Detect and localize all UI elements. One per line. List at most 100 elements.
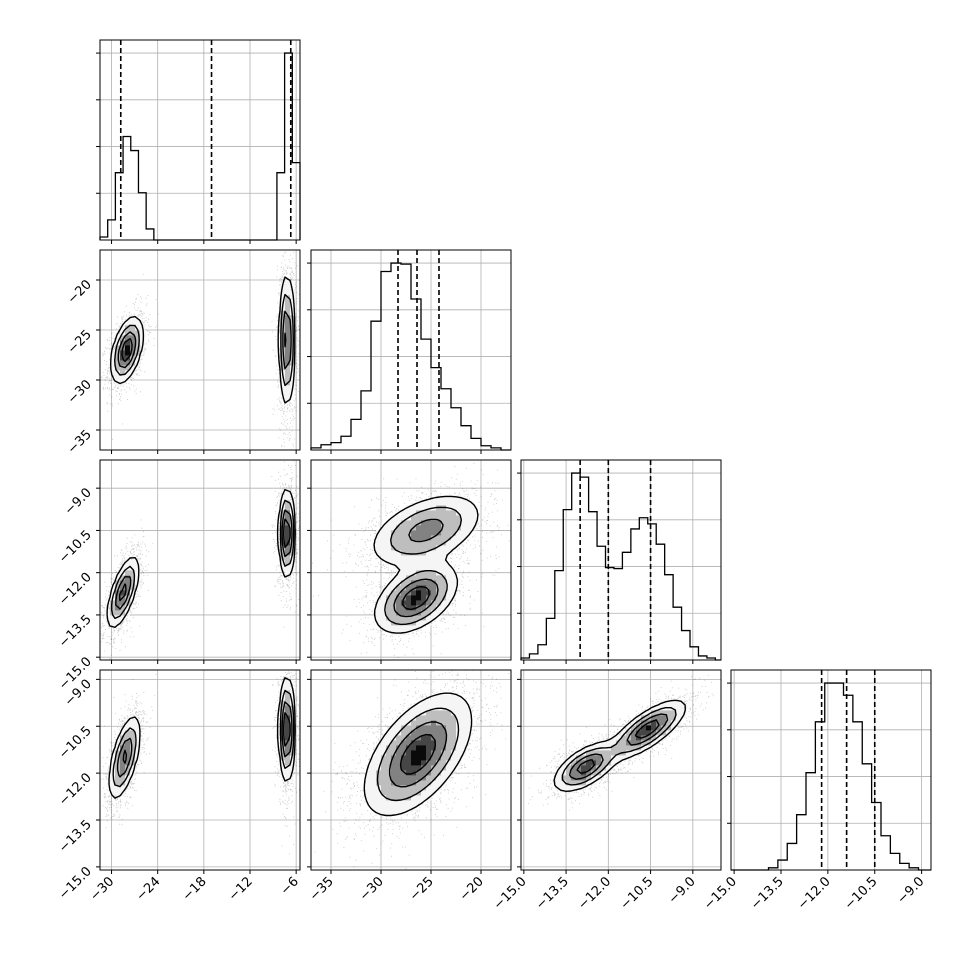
density-cell: [426, 615, 432, 621]
density-cell: [411, 590, 417, 596]
density-cell: [466, 530, 472, 536]
density-cell: [416, 745, 422, 751]
density-cell: [451, 570, 457, 576]
density-cell: [591, 750, 597, 756]
density-cell: [391, 740, 397, 746]
density-cell: [381, 610, 387, 616]
density-contour: [576, 719, 660, 774]
density-cell: [451, 500, 457, 506]
density-cell: [431, 510, 437, 516]
density-cell: [471, 520, 477, 526]
density-cell: [651, 730, 657, 736]
density-cell: [436, 715, 442, 721]
density-cell: [120, 615, 126, 621]
x-tick-label: −9.0: [666, 874, 699, 907]
density-cell: [411, 750, 417, 756]
density-cell: [406, 710, 412, 716]
density-cell: [130, 345, 136, 351]
density-cell: [576, 775, 582, 781]
density-cell: [441, 545, 447, 551]
density-cell: [115, 785, 121, 791]
density-cell: [401, 765, 407, 771]
density-cell: [411, 615, 417, 621]
density-cell: [436, 580, 442, 586]
density-cell: [285, 350, 291, 356]
density-cell: [416, 740, 422, 746]
density-cell: [285, 550, 291, 556]
density-cell: [280, 690, 286, 696]
density-cell: [396, 605, 402, 611]
density-cell: [461, 745, 467, 751]
density-cell: [396, 530, 402, 536]
density-cell: [406, 535, 412, 541]
density-cell: [401, 515, 407, 521]
density-cell: [411, 725, 417, 731]
y-tick-label: −10.5: [56, 528, 95, 567]
density-cell: [386, 625, 392, 631]
density-cell: [446, 710, 452, 716]
density-cell: [431, 525, 437, 531]
density-contour: [553, 699, 686, 792]
density-cell: [416, 595, 422, 601]
density-cell: [406, 580, 412, 586]
density-cell: [386, 610, 392, 616]
density-cell: [431, 605, 437, 611]
density-cell: [456, 710, 462, 716]
density-cell: [290, 730, 296, 736]
density-cell: [656, 730, 662, 736]
density-cell: [120, 375, 126, 381]
density-cell: [436, 595, 442, 601]
density-cell: [366, 790, 372, 796]
density-cell: [441, 530, 447, 536]
density-cell: [591, 765, 597, 771]
density-cell: [436, 780, 442, 786]
density-cell: [641, 725, 647, 731]
density-cell: [135, 575, 141, 581]
density-contour: [111, 499, 295, 619]
density-cell: [426, 565, 432, 571]
density-cell: [456, 745, 462, 751]
density-cell: [431, 695, 437, 701]
density-cell: [130, 575, 136, 581]
density-cell: [125, 580, 131, 586]
panel-content: [311, 670, 511, 870]
density-cell: [421, 725, 427, 731]
density-cell: [130, 335, 136, 341]
density-cell: [280, 290, 286, 296]
density-cell: [125, 585, 131, 591]
density-cell: [406, 740, 412, 746]
density-cell: [125, 740, 131, 746]
density-cell: [125, 725, 131, 731]
density-cell: [376, 760, 382, 766]
density-cell: [426, 760, 432, 766]
density-cell: [436, 535, 442, 541]
density-cell: [396, 740, 402, 746]
density-cell: [110, 785, 116, 791]
density-cell: [280, 560, 286, 566]
density-cell: [441, 605, 447, 611]
density-cell: [431, 565, 437, 571]
panel-frame: [99, 249, 301, 451]
density-cell: [125, 605, 131, 611]
density-cell: [411, 515, 417, 521]
density-cell: [666, 700, 672, 706]
density-cell: [416, 580, 422, 586]
density-cell: [386, 780, 392, 786]
density-cell: [401, 785, 407, 791]
density-cell: [466, 510, 472, 516]
density-cell: [421, 785, 427, 791]
density-cell: [596, 750, 602, 756]
density-cell: [621, 745, 627, 751]
density-cell: [416, 505, 422, 511]
density-cell: [451, 515, 457, 521]
density-cell: [431, 600, 437, 606]
density-cell: [446, 580, 452, 586]
density-cell: [391, 770, 397, 776]
panel-content: [100, 460, 300, 660]
density-cell: [571, 770, 577, 776]
density-cell: [441, 555, 447, 561]
density-cell: [466, 500, 472, 506]
density-cell: [396, 555, 402, 561]
density-cell: [280, 355, 286, 361]
